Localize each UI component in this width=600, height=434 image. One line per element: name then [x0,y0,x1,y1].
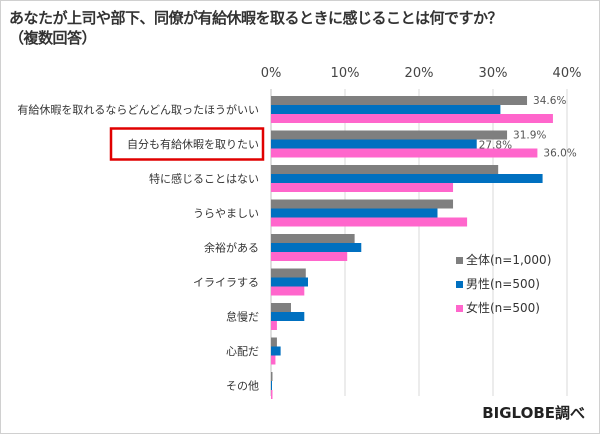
legend-swatch [456,257,463,264]
legend-label: 男性(n=500) [466,277,540,291]
legend-swatch [456,281,463,288]
bar [271,346,281,356]
bar [271,286,305,296]
bar [271,114,553,123]
bar [271,268,306,278]
category-label: 心配だ [226,345,259,358]
bar [271,303,291,312]
bar [271,165,499,174]
chart-title: あなたが上司や部下、同僚が有給休暇を取るときに感じることは何ですか？ [9,9,503,27]
legend-label: 全体(n=1,000) [466,252,551,267]
bar [271,234,355,243]
chart-subtitle: （複数回答） [9,29,97,47]
data-label: 31.9% [513,130,546,142]
category-label: うらやましい [193,207,259,220]
source-note: BIGLOBE調べ [482,404,585,422]
x-tick-label: 40% [553,66,582,81]
category-label: 余裕がある [204,241,259,255]
bar [271,148,538,158]
bar [271,252,348,261]
data-label: 27.8% [479,140,512,152]
bar [271,243,362,252]
data-label: 36.0% [543,148,576,160]
category-label: イライラする [193,276,259,289]
bar [271,312,305,321]
highlight-box [109,127,265,161]
bar [271,208,438,218]
category-label: 有給休暇を取れるならどんどん取ったほうがいい [17,103,259,117]
data-label: 34.6% [533,95,566,107]
bar [271,199,454,209]
x-tick-label: 20% [405,66,434,81]
x-tick-label: 30% [479,66,508,81]
bar [271,96,528,105]
bar [271,321,277,330]
bar [271,372,273,381]
x-tick-label: 10% [331,66,360,81]
bar [271,105,501,114]
category-label: その他 [226,380,259,393]
bar [271,130,508,140]
legend-label: 女性(n=500) [466,300,540,315]
category-label: 特に感じることはない [149,172,259,186]
bar [271,277,308,287]
category-label: 自分も有給休暇を取りたい [127,137,259,151]
legend-swatch [456,305,463,312]
bar [271,139,477,149]
bar [271,381,272,390]
bar [271,174,543,183]
x-tick-label: 0% [261,66,282,81]
bar [271,337,277,347]
bar [271,183,454,192]
category-label: 怠慢だ [226,310,259,324]
bar [271,390,273,399]
bar [271,217,468,227]
bar [271,355,276,365]
